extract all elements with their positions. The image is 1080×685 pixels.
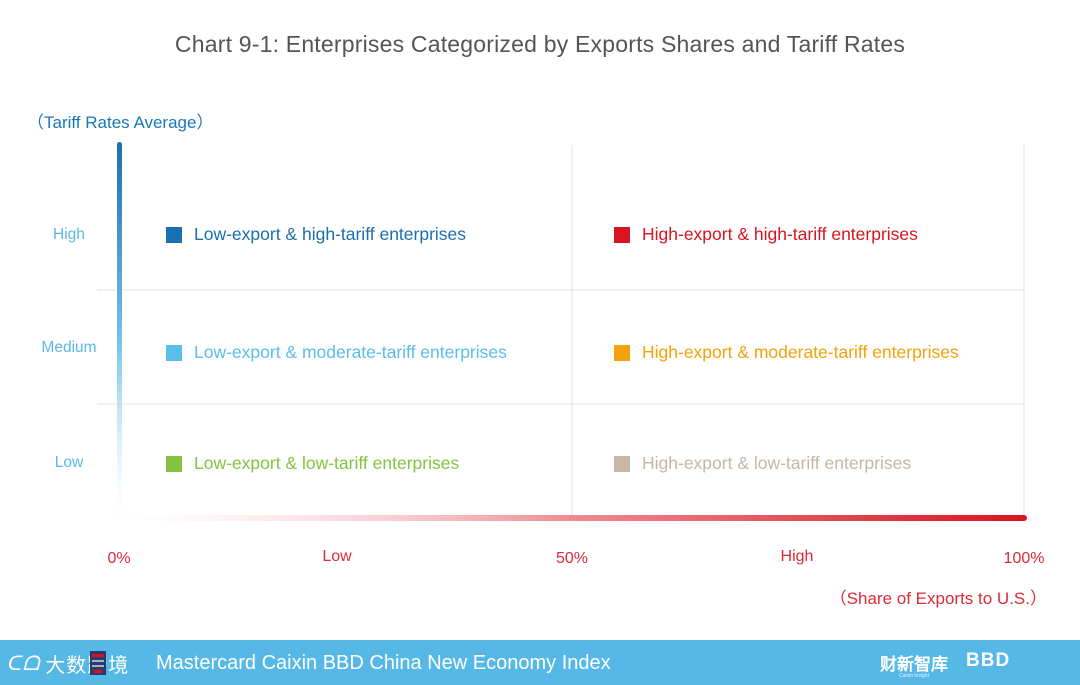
x-tick-low: Low xyxy=(322,548,352,565)
legend-swatch xyxy=(614,226,630,243)
x-axis-title: （Share of Exports to U.S.） xyxy=(829,589,1047,608)
quadrant-high-export-high-tariff: High-export & high-tariff enterprises xyxy=(614,224,918,245)
quadrant-label: High-export & low-tariff enterprises xyxy=(642,453,912,473)
quadrant-low-export-high-tariff: Low-export & high-tariff enterprises xyxy=(166,224,466,245)
quadrant-high-export-low-tariff: High-export & low-tariff enterprises xyxy=(614,453,911,474)
legend-swatch xyxy=(166,455,182,472)
y-axis-line xyxy=(117,142,122,520)
grid xyxy=(97,142,1027,521)
quadrant-label: Low-export & high-tariff enterprises xyxy=(194,224,467,244)
quadrant-high-export-moderate-tariff: High-export & moderate-tariff enterprise… xyxy=(614,342,959,363)
footer-index-name: Mastercard Caixin BBD China New Economy … xyxy=(156,652,611,674)
logo-text: 大数跨境 xyxy=(45,654,130,677)
bbd-logo: BBD xyxy=(966,650,1011,671)
x-tick-100-percent: 100% xyxy=(1003,550,1045,567)
x-tick-0-percent: 0% xyxy=(107,550,131,567)
footer-bar: ᑕᗝ 大数跨境 Mastercard Caixin BBD China New … xyxy=(0,640,1080,685)
logo-mark-icon: ᑕᗝ xyxy=(8,652,40,675)
book-icon xyxy=(90,651,106,675)
quadrant-label: Low-export & low-tariff enterprises xyxy=(194,453,460,473)
legend-swatch xyxy=(166,226,182,243)
quadrant-low-export-moderate-tariff: Low-export & moderate-tariff enterprises xyxy=(166,342,507,363)
legend-swatch xyxy=(166,344,182,361)
y-axis-title: （Tariff Rates Average） xyxy=(27,113,214,132)
dashujing-logo: ᑕᗝ 大数跨境 xyxy=(8,648,129,678)
chart-title: Chart 9-1: Enterprises Categorized by Ex… xyxy=(174,31,906,57)
y-tick-low: Low xyxy=(54,454,84,471)
x-tick-50-percent: 50% xyxy=(555,550,589,567)
quadrant-label: High-export & moderate-tariff enterprise… xyxy=(642,342,959,362)
caixin-insight-logo: 财新智库 Caixin Insight xyxy=(880,650,948,679)
y-tick-high: High xyxy=(53,226,85,243)
x-axis-line xyxy=(108,515,1027,521)
legend-swatch xyxy=(614,455,630,472)
legend-swatch xyxy=(614,344,630,361)
caixin-logo-text: 财新智库 xyxy=(880,655,948,674)
quadrant-label: High-export & high-tariff enterprises xyxy=(642,224,918,244)
y-tick-medium: Medium xyxy=(41,339,97,356)
x-tick-high: High xyxy=(780,548,814,565)
quadrant-label: Low-export & moderate-tariff enterprises xyxy=(194,342,507,362)
caixin-logo-subtext: Caixin Insight xyxy=(898,673,929,679)
quadrant-low-export-low-tariff: Low-export & low-tariff enterprises xyxy=(166,453,459,474)
